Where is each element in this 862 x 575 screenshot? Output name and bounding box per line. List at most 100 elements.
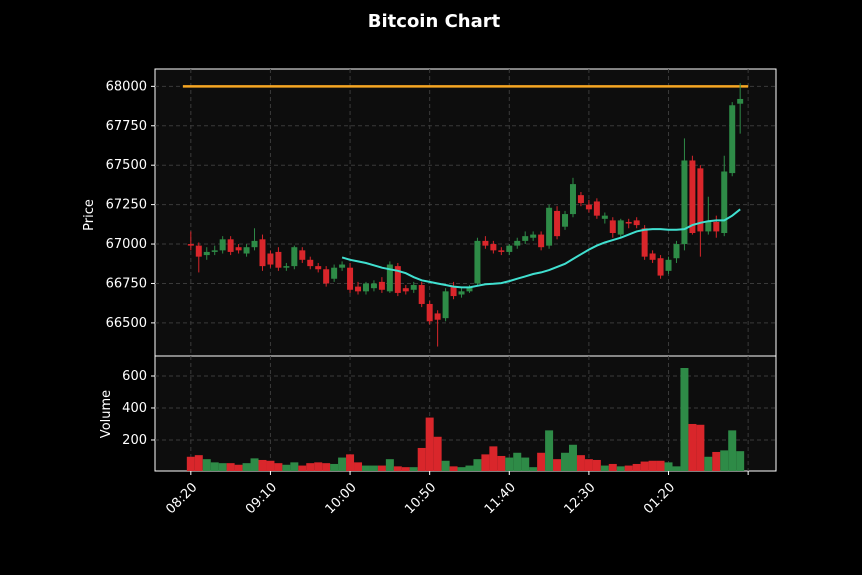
volume-bar bbox=[537, 452, 546, 471]
candle-body bbox=[697, 168, 704, 232]
candle-body bbox=[554, 210, 561, 237]
volume-bar bbox=[529, 467, 538, 471]
chart-title: Bitcoin Chart bbox=[368, 11, 501, 32]
volume-bar bbox=[608, 463, 617, 471]
volume-bar bbox=[226, 463, 235, 471]
volume-bar bbox=[242, 463, 251, 471]
volume-bar bbox=[369, 465, 378, 471]
volume-bar bbox=[409, 467, 418, 471]
candle-body bbox=[585, 204, 592, 210]
volume-bar bbox=[385, 459, 394, 471]
candle-body bbox=[729, 105, 736, 174]
volume-bar bbox=[656, 460, 665, 471]
candle-body bbox=[219, 239, 226, 251]
volume-bar bbox=[568, 444, 577, 471]
candle-body bbox=[498, 250, 505, 252]
candle-body bbox=[673, 244, 680, 259]
candle-body bbox=[291, 247, 298, 267]
volume-bar bbox=[401, 467, 410, 471]
y-tick-label: 66750 bbox=[106, 276, 147, 291]
volume-bar bbox=[274, 463, 283, 471]
y-tick-label: 66500 bbox=[106, 316, 147, 331]
volume-bar bbox=[194, 455, 203, 471]
y-axis-label: Price bbox=[82, 199, 97, 231]
candle-body bbox=[617, 220, 624, 235]
volume-bar bbox=[489, 446, 498, 471]
volume-bar bbox=[202, 459, 211, 471]
candle-body bbox=[689, 160, 696, 233]
volume-bar bbox=[457, 467, 466, 471]
candle-body bbox=[450, 286, 457, 297]
volume-bar bbox=[545, 430, 554, 471]
volume-bar bbox=[696, 424, 705, 471]
volume-bar bbox=[473, 459, 482, 471]
candle-body bbox=[514, 240, 521, 246]
candle-body bbox=[641, 228, 648, 257]
candle-body bbox=[227, 239, 234, 252]
volume-bar bbox=[266, 460, 275, 471]
volume-bar bbox=[449, 466, 458, 471]
volume-bar bbox=[417, 447, 426, 471]
volume-bar bbox=[361, 465, 370, 471]
candle-body bbox=[410, 285, 417, 290]
volume-bar bbox=[250, 458, 259, 471]
price-panel bbox=[154, 68, 777, 357]
volume-bar bbox=[616, 466, 625, 471]
volume-bar bbox=[433, 436, 442, 471]
candle-body bbox=[665, 259, 672, 271]
candle-body bbox=[355, 286, 362, 292]
volume-bar bbox=[314, 462, 323, 471]
y-tick-label: 200 bbox=[122, 433, 147, 448]
volume-bar bbox=[425, 417, 434, 471]
candle-body bbox=[601, 215, 608, 219]
candle-body bbox=[267, 253, 274, 265]
volume-bar bbox=[688, 423, 697, 471]
candle-body bbox=[649, 253, 656, 260]
volume-bar bbox=[441, 460, 450, 471]
volume-bar bbox=[640, 461, 649, 471]
volume-bar bbox=[505, 457, 514, 471]
y-tick-label: 68000 bbox=[106, 79, 147, 94]
volume-bar bbox=[298, 465, 307, 471]
y-tick-label: 67750 bbox=[106, 119, 147, 134]
volume-bar bbox=[680, 367, 689, 471]
volume-bar bbox=[338, 457, 347, 471]
volume-bar bbox=[592, 459, 601, 471]
candle-body bbox=[562, 214, 569, 227]
candle-body bbox=[713, 221, 720, 232]
volume-bar bbox=[704, 456, 713, 471]
candle-body bbox=[187, 244, 194, 246]
candle-body bbox=[546, 207, 553, 246]
volume-bar bbox=[290, 462, 299, 471]
candle-body bbox=[442, 291, 449, 319]
volume-bar bbox=[664, 462, 673, 471]
volume-bar bbox=[672, 466, 681, 471]
candle-body bbox=[609, 220, 616, 233]
moving-average-line bbox=[341, 208, 741, 289]
volume-panel bbox=[154, 355, 777, 472]
y-tick-label: 600 bbox=[122, 369, 147, 384]
candle-body bbox=[705, 221, 712, 232]
candle-body bbox=[490, 244, 497, 251]
volume-bar bbox=[632, 463, 641, 471]
candle-body bbox=[426, 303, 433, 322]
volume-bar bbox=[210, 462, 219, 471]
candle-body bbox=[259, 239, 266, 267]
candle-body bbox=[315, 266, 322, 270]
candle-body bbox=[378, 281, 385, 290]
volume-bar bbox=[576, 455, 585, 471]
candle-body bbox=[569, 184, 576, 215]
candle-body bbox=[593, 201, 600, 216]
volume-bar bbox=[600, 465, 609, 471]
volume-bar bbox=[377, 465, 386, 471]
candle-body bbox=[370, 283, 377, 289]
candle-body bbox=[386, 264, 393, 292]
candle-body bbox=[299, 250, 306, 260]
candle-body bbox=[243, 247, 250, 254]
candle-body bbox=[339, 264, 346, 268]
volume-bar bbox=[186, 456, 195, 471]
candle-body bbox=[203, 251, 210, 256]
candle-body bbox=[625, 221, 632, 224]
volume-bar bbox=[234, 464, 243, 471]
